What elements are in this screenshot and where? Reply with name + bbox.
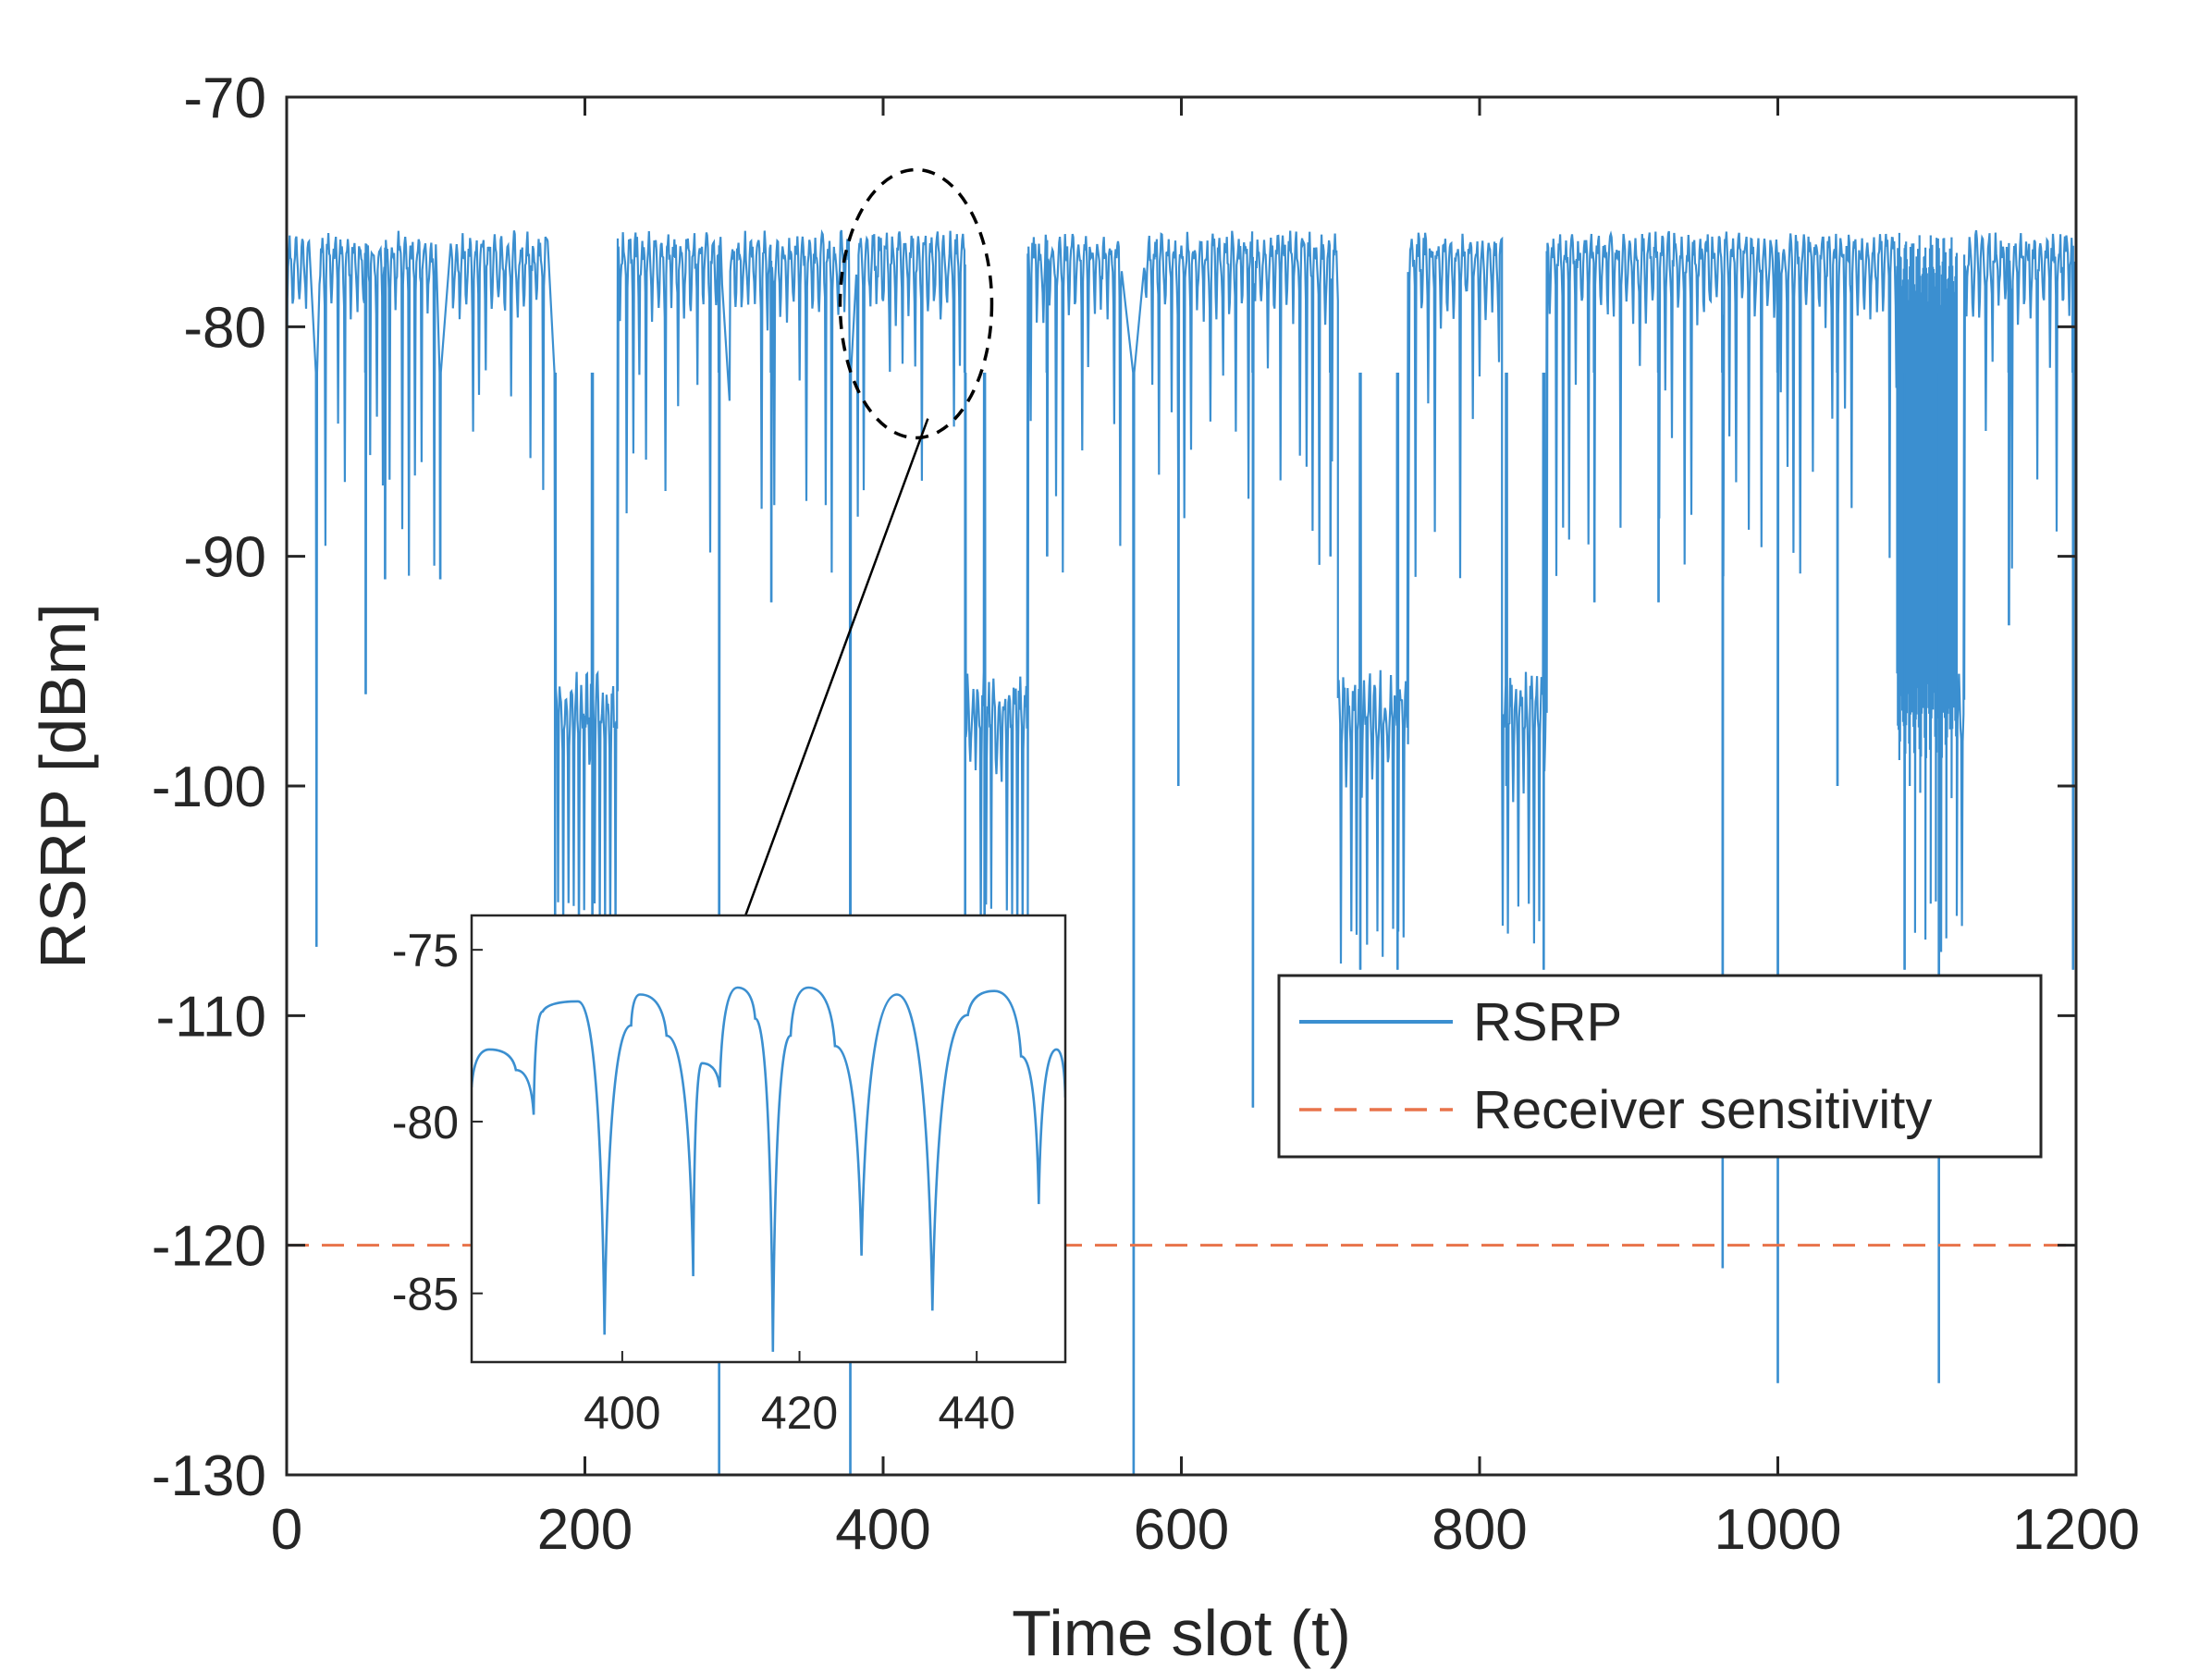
x-tick-label-0: 0 [271,1498,302,1562]
y-tick-label--120: -120 [152,1215,266,1279]
inset-x-tick-label-420: 420 [761,1387,838,1439]
x-tick-label-600: 600 [1134,1498,1229,1562]
y-axis-label: RSRP [dBm] [27,603,99,969]
inset-y-tick-label--85: -85 [392,1269,459,1320]
inset-x-tick-label-400: 400 [584,1387,660,1439]
inset-frame [470,914,1067,1364]
y-tick-label--70: -70 [183,67,266,130]
x-tick-label-400: 400 [835,1498,930,1562]
y-tick-label--80: -80 [183,296,266,360]
legend-box [1277,974,2043,1159]
x-tick-label-1200: 1200 [2012,1498,2140,1562]
inset-y-tick-label--80: -80 [392,1097,459,1148]
y-tick-label--130: -130 [152,1444,266,1508]
zoom-region-ellipse [838,167,994,440]
legend-label-receiver-sensitivity: Receiver sensitivity [1473,1080,1932,1140]
inset-rsrp-line [472,986,1065,1352]
y-tick-label--100: -100 [152,755,266,819]
zoom-arrow [731,418,929,949]
x-tick-label-200: 200 [537,1498,633,1562]
x-tick-label-1000: 1000 [1714,1498,1842,1562]
inset-x-tick-label-440: 440 [938,1387,1014,1439]
x-tick-label-800: 800 [1432,1498,1527,1562]
inset-y-tick-label--75: -75 [392,925,459,976]
y-tick-label--90: -90 [183,526,266,590]
x-axis-label: Time slot (t) [1012,1597,1351,1669]
legend-label-rsrp: RSRP [1473,992,1622,1052]
y-tick-label--110: -110 [156,985,267,1049]
